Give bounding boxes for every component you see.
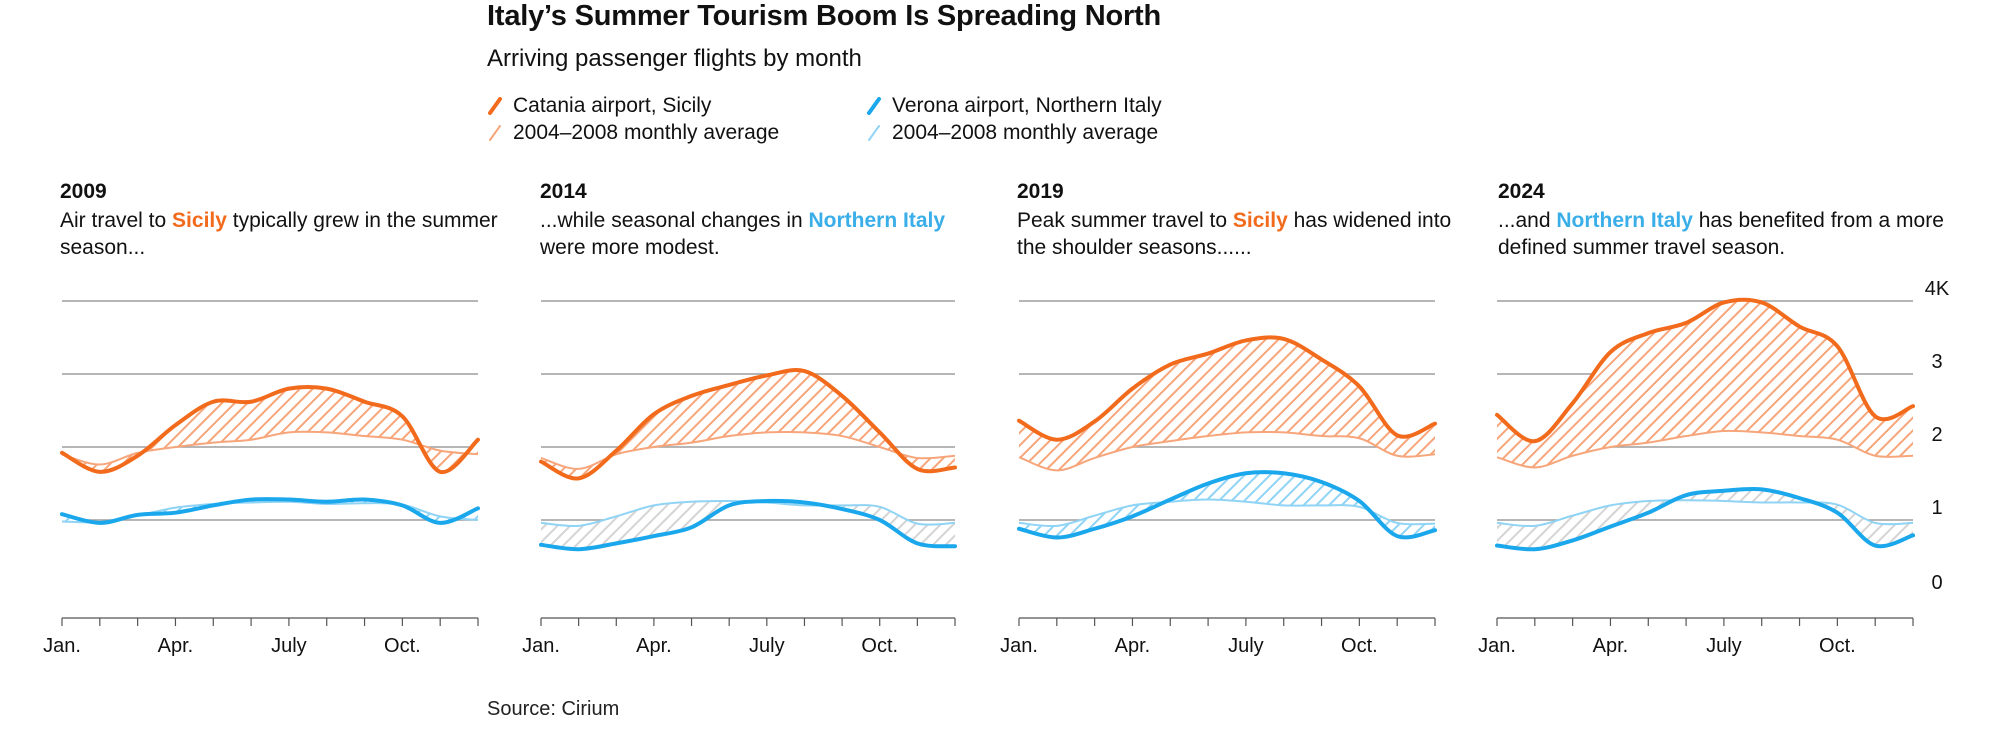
chart-subtitle: Arriving passenger flights by month <box>487 45 862 72</box>
verona-line <box>1495 486 1915 552</box>
y-tick-label: 3 <box>1931 351 1942 373</box>
legend-item-verona: Verona airport, Northern Italy <box>866 92 1162 119</box>
x-tick-label: Oct. <box>1341 635 1378 657</box>
panel-note-2014: ...while seasonal changes in Northern It… <box>540 207 970 261</box>
catania-line <box>539 368 957 481</box>
orange-line-swatch-icon <box>488 96 502 115</box>
catania-average-line <box>61 430 479 466</box>
catania-difference-area <box>541 369 955 479</box>
verona-line <box>60 497 480 525</box>
panel-note-text: ...while seasonal changes in <box>540 209 809 232</box>
panel-note-text: typically grew in the summer season... <box>60 209 498 259</box>
catania-average-line <box>1018 430 1436 472</box>
y-tick-label: 4K <box>1925 278 1950 300</box>
catania-difference-area <box>1019 337 1435 471</box>
panel-year-2019: 2019 <box>1017 180 1064 203</box>
panel-year-2024: 2024 <box>1498 180 1545 203</box>
panel-note-text: Air travel to <box>60 209 173 232</box>
panel-note-2019: Peak summer travel to Sicily has widened… <box>1017 207 1467 261</box>
verona-average-line <box>1496 499 1914 528</box>
catania-line <box>1495 297 1915 444</box>
panel-note-highlight: Northern Italy <box>808 209 946 232</box>
legend-label-verona: Verona airport, Northern Italy <box>892 94 1162 117</box>
x-tick-label: Jan. <box>43 635 81 657</box>
panel-note-text: has widened into the shoulder seasons...… <box>1017 209 1452 259</box>
legend-label-catania: Catania airport, Sicily <box>513 94 712 117</box>
legend-catania: Catania airport, Sicily 2004–2008 monthl… <box>487 92 779 146</box>
verona-difference-area <box>1019 472 1435 538</box>
verona-line <box>539 498 957 552</box>
light-blue-line-swatch-icon <box>868 124 880 141</box>
panel-note-text: ...and <box>1498 209 1557 232</box>
panel-note-2024: ...and Northern Italy has benefited from… <box>1498 207 1948 261</box>
catania-difference-area <box>1497 299 1913 468</box>
catania-line <box>1017 335 1437 442</box>
y-tick-label: 0 <box>1931 572 1942 594</box>
x-tick-label: Oct. <box>1819 635 1856 657</box>
x-tick-label: July <box>749 635 785 657</box>
legend-verona: Verona airport, Northern Italy 2004–2008… <box>866 92 1162 146</box>
panel-note-highlight: Northern Italy <box>1556 209 1693 232</box>
x-tick-label: Apr. <box>1593 635 1629 657</box>
x-tick-label: Apr. <box>636 635 672 657</box>
x-tick-label: Oct. <box>861 635 898 657</box>
panel-note-2009: Air travel to Sicily typically grew in t… <box>60 207 500 261</box>
x-tick-label: Jan. <box>522 635 560 657</box>
catania-line <box>60 384 480 474</box>
panel-year-2014: 2014 <box>540 180 587 203</box>
verona-difference-area <box>541 500 955 550</box>
panel-note-highlight: Sicily <box>1232 209 1288 232</box>
catania-average-line <box>1496 429 1914 469</box>
panel-note-text: has benefited from a more defined summer… <box>1498 209 1944 259</box>
verona-average-line <box>1018 498 1436 528</box>
chart-title: Italy’s Summer Tourism Boom Is Spreading… <box>487 0 1162 32</box>
catania-difference-area <box>62 386 478 473</box>
panel-note-text: Peak summer travel to <box>1017 209 1233 232</box>
x-tick-label: Apr. <box>1115 635 1151 657</box>
x-tick-label: July <box>271 635 307 657</box>
x-tick-label: Jan. <box>1000 635 1038 657</box>
blue-line-swatch-icon <box>867 96 881 115</box>
light-orange-line-swatch-icon <box>489 124 501 141</box>
panel-year-2009: 2009 <box>60 180 107 203</box>
x-tick-label: July <box>1706 635 1742 657</box>
legend-item-catania: Catania airport, Sicily <box>487 92 779 119</box>
x-tick-label: Apr. <box>158 635 194 657</box>
source-note: Source: Cirium <box>487 698 620 720</box>
legend-label-verona-avg: 2004–2008 monthly average <box>892 121 1159 144</box>
panel-note-highlight: Sicily <box>172 209 227 232</box>
x-tick-label: Oct. <box>384 635 421 657</box>
x-tick-label: Jan. <box>1478 635 1516 657</box>
legend-item-verona-avg: 2004–2008 monthly average <box>866 119 1162 146</box>
legend-item-catania-avg: 2004–2008 monthly average <box>487 119 779 146</box>
y-tick-label: 1 <box>1931 497 1942 519</box>
panel-note-text: were more modest. <box>540 236 720 259</box>
verona-line <box>1017 470 1437 540</box>
legend-label-catania-avg: 2004–2008 monthly average <box>513 121 780 144</box>
x-tick-label: July <box>1228 635 1264 657</box>
y-tick-label: 2 <box>1931 424 1942 446</box>
